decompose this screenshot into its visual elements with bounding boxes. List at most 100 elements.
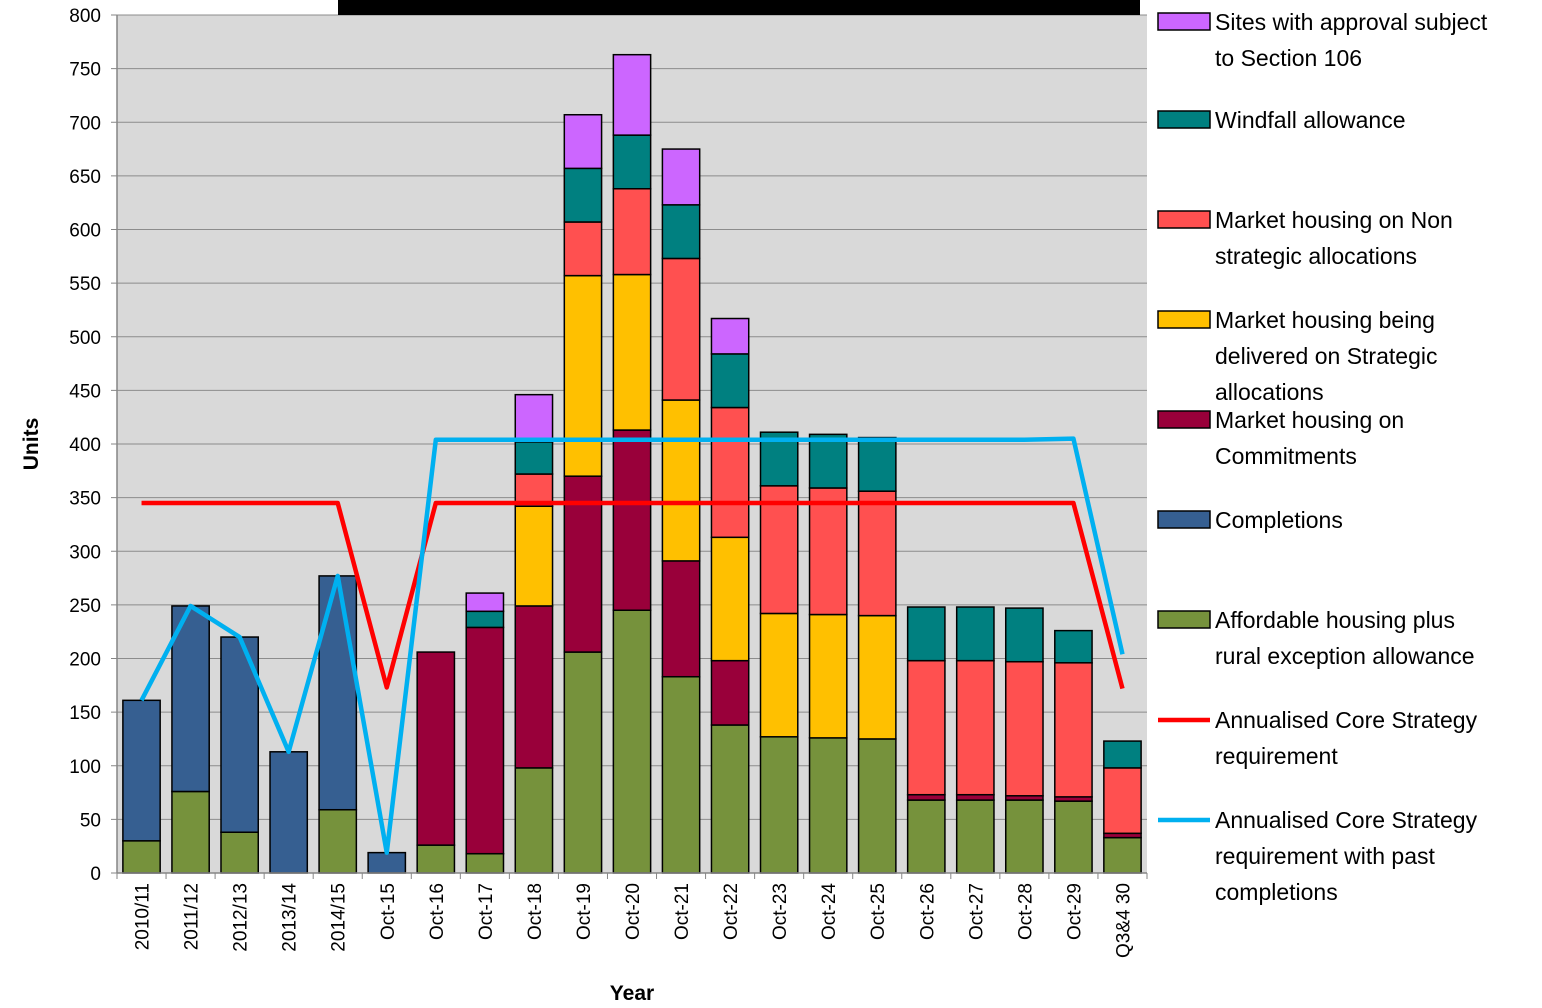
y-tick-label: 300 bbox=[69, 542, 101, 563]
legend-label: Market housing on Non bbox=[1215, 207, 1453, 233]
bar-market-housing-on-commitments bbox=[710, 659, 750, 726]
bar-affordable-housing-plus-rural-exception-allowance bbox=[220, 831, 260, 874]
y-axis-title: Units bbox=[20, 418, 43, 471]
bar-windfall-allowance bbox=[612, 134, 652, 190]
legend-label: Sites with approval subject bbox=[1215, 9, 1488, 35]
legend-label: requirement with past bbox=[1215, 843, 1435, 869]
x-tick-label: Oct-18 bbox=[525, 883, 546, 940]
x-tick-label: Oct-28 bbox=[1015, 883, 1036, 940]
bar-affordable-housing-plus-rural-exception-allowance bbox=[122, 840, 161, 874]
legend-swatch bbox=[1157, 310, 1211, 329]
x-tick-label: Oct-23 bbox=[770, 883, 791, 940]
x-tick-label: Oct-26 bbox=[917, 883, 938, 940]
legend-label: allocations bbox=[1215, 379, 1324, 405]
legend-label: to Section 106 bbox=[1215, 45, 1362, 71]
bar-affordable-housing-plus-rural-exception-allowance bbox=[318, 808, 358, 874]
bar-market-housing-on-non-strategic-allocations bbox=[808, 487, 848, 616]
y-tick-label: 550 bbox=[69, 274, 101, 295]
x-tick-label: Oct-22 bbox=[721, 883, 742, 940]
y-tick-label: 0 bbox=[90, 864, 101, 885]
title-banner bbox=[338, 0, 1140, 15]
bar-affordable-housing-plus-rural-exception-allowance bbox=[1004, 799, 1044, 874]
bar-affordable-housing-plus-rural-exception-allowance bbox=[710, 724, 750, 874]
bar-windfall-allowance bbox=[906, 606, 946, 662]
x-tick-label: Oct-27 bbox=[966, 883, 987, 940]
y-tick-label: 650 bbox=[69, 167, 101, 188]
bar-affordable-housing-plus-rural-exception-allowance bbox=[416, 844, 456, 874]
legend-swatch bbox=[1157, 210, 1211, 229]
x-tick-label: Oct-20 bbox=[623, 883, 644, 940]
x-tick-labels: 2010/11 2011/12 2012/13 2013/14 2014/15 Oct-1… bbox=[116, 873, 1148, 958]
x-tick-label: 2010/11 bbox=[133, 883, 154, 950]
legend-label: Annualised Core Strategy bbox=[1215, 807, 1478, 833]
legend-label: Market housing on bbox=[1215, 407, 1404, 433]
bar-market-housing-being-delivered-on-strategic-allocations bbox=[808, 613, 848, 739]
y-tick-label: 750 bbox=[69, 60, 101, 81]
legend-swatch bbox=[1157, 12, 1211, 31]
bar-market-housing-on-non-strategic-allocations bbox=[955, 659, 995, 796]
bar-market-housing-on-commitments bbox=[416, 651, 456, 846]
line-series bbox=[139, 436, 1125, 855]
legend-label: Commitments bbox=[1215, 443, 1357, 469]
bar-market-housing-on-commitments bbox=[906, 793, 946, 801]
bar-windfall-allowance bbox=[563, 167, 603, 223]
bar-market-housing-on-commitments bbox=[514, 605, 554, 769]
x-tick-label: 2013/14 bbox=[280, 883, 301, 952]
bar-affordable-housing-plus-rural-exception-allowance bbox=[465, 852, 505, 874]
legend-label: completions bbox=[1215, 879, 1338, 905]
bar-market-housing-on-commitments bbox=[661, 560, 701, 678]
bar-series bbox=[122, 53, 1142, 874]
bar-windfall-allowance bbox=[808, 433, 848, 489]
bar-completions bbox=[318, 575, 358, 811]
x-tick-label: Oct-19 bbox=[574, 883, 595, 940]
bar-windfall-allowance bbox=[710, 353, 750, 409]
bar-market-housing-being-delivered-on-strategic-allocations bbox=[661, 399, 701, 562]
bar-affordable-housing-plus-rural-exception-allowance bbox=[171, 790, 210, 874]
line-annualised-core-strategy-requirement bbox=[141, 500, 1125, 690]
bar-affordable-housing-plus-rural-exception-allowance bbox=[906, 799, 946, 874]
bar-affordable-housing-plus-rural-exception-allowance bbox=[955, 799, 995, 874]
bar-market-housing-being-delivered-on-strategic-allocations bbox=[612, 273, 652, 431]
bar-affordable-housing-plus-rural-exception-allowance bbox=[1054, 800, 1093, 874]
legend-swatch bbox=[1157, 610, 1211, 629]
bar-windfall-allowance bbox=[514, 441, 554, 475]
bar-windfall-allowance bbox=[1103, 740, 1142, 769]
bar-windfall-allowance bbox=[465, 610, 505, 629]
y-tick-label: 700 bbox=[69, 113, 101, 134]
x-tick-label: Oct-29 bbox=[1064, 883, 1085, 940]
x-axis-title: Year bbox=[610, 982, 654, 1005]
y-tick-label: 250 bbox=[69, 596, 101, 617]
x-tick-label: 2014/15 bbox=[329, 883, 350, 952]
y-tick-label: 350 bbox=[69, 489, 101, 510]
y-tick-label: 500 bbox=[69, 328, 101, 349]
legend-swatch bbox=[1157, 110, 1211, 129]
bar-windfall-allowance bbox=[1054, 629, 1093, 664]
bar-sites-with-approval-subject-to-section-106 bbox=[514, 393, 554, 443]
bar-market-housing-on-non-strategic-allocations bbox=[661, 257, 701, 401]
bar-sites-with-approval-subject-to-section-106 bbox=[612, 53, 652, 136]
bar-affordable-housing-plus-rural-exception-allowance bbox=[563, 651, 603, 874]
bar-completions bbox=[171, 605, 210, 793]
y-tick-label: 200 bbox=[69, 650, 101, 671]
bar-windfall-allowance bbox=[661, 204, 701, 260]
x-tick-label: Oct-21 bbox=[672, 883, 693, 940]
bar-affordable-housing-plus-rural-exception-allowance bbox=[661, 675, 701, 874]
bar-affordable-housing-plus-rural-exception-allowance bbox=[857, 738, 897, 874]
bar-market-housing-on-non-strategic-allocations bbox=[1054, 662, 1093, 798]
y-tick-label: 450 bbox=[69, 381, 101, 402]
y-tick-label: 150 bbox=[69, 703, 101, 724]
y-tick-label: 400 bbox=[69, 435, 101, 456]
y-tick-label: 100 bbox=[69, 757, 101, 778]
bar-sites-with-approval-subject-to-section-106 bbox=[465, 592, 505, 613]
x-tick-label: 2012/13 bbox=[231, 883, 252, 952]
legend-swatch bbox=[1157, 410, 1211, 429]
x-tick-label: Oct-24 bbox=[819, 883, 840, 940]
bar-sites-with-approval-subject-to-section-106 bbox=[563, 113, 603, 170]
bar-market-housing-being-delivered-on-strategic-allocations bbox=[710, 536, 750, 662]
bar-market-housing-on-non-strategic-allocations bbox=[857, 490, 897, 617]
legend-swatch bbox=[1157, 510, 1211, 529]
bar-affordable-housing-plus-rural-exception-allowance bbox=[1103, 836, 1142, 874]
bar-market-housing-on-commitments bbox=[465, 626, 505, 855]
y-tick-label: 600 bbox=[69, 221, 101, 242]
